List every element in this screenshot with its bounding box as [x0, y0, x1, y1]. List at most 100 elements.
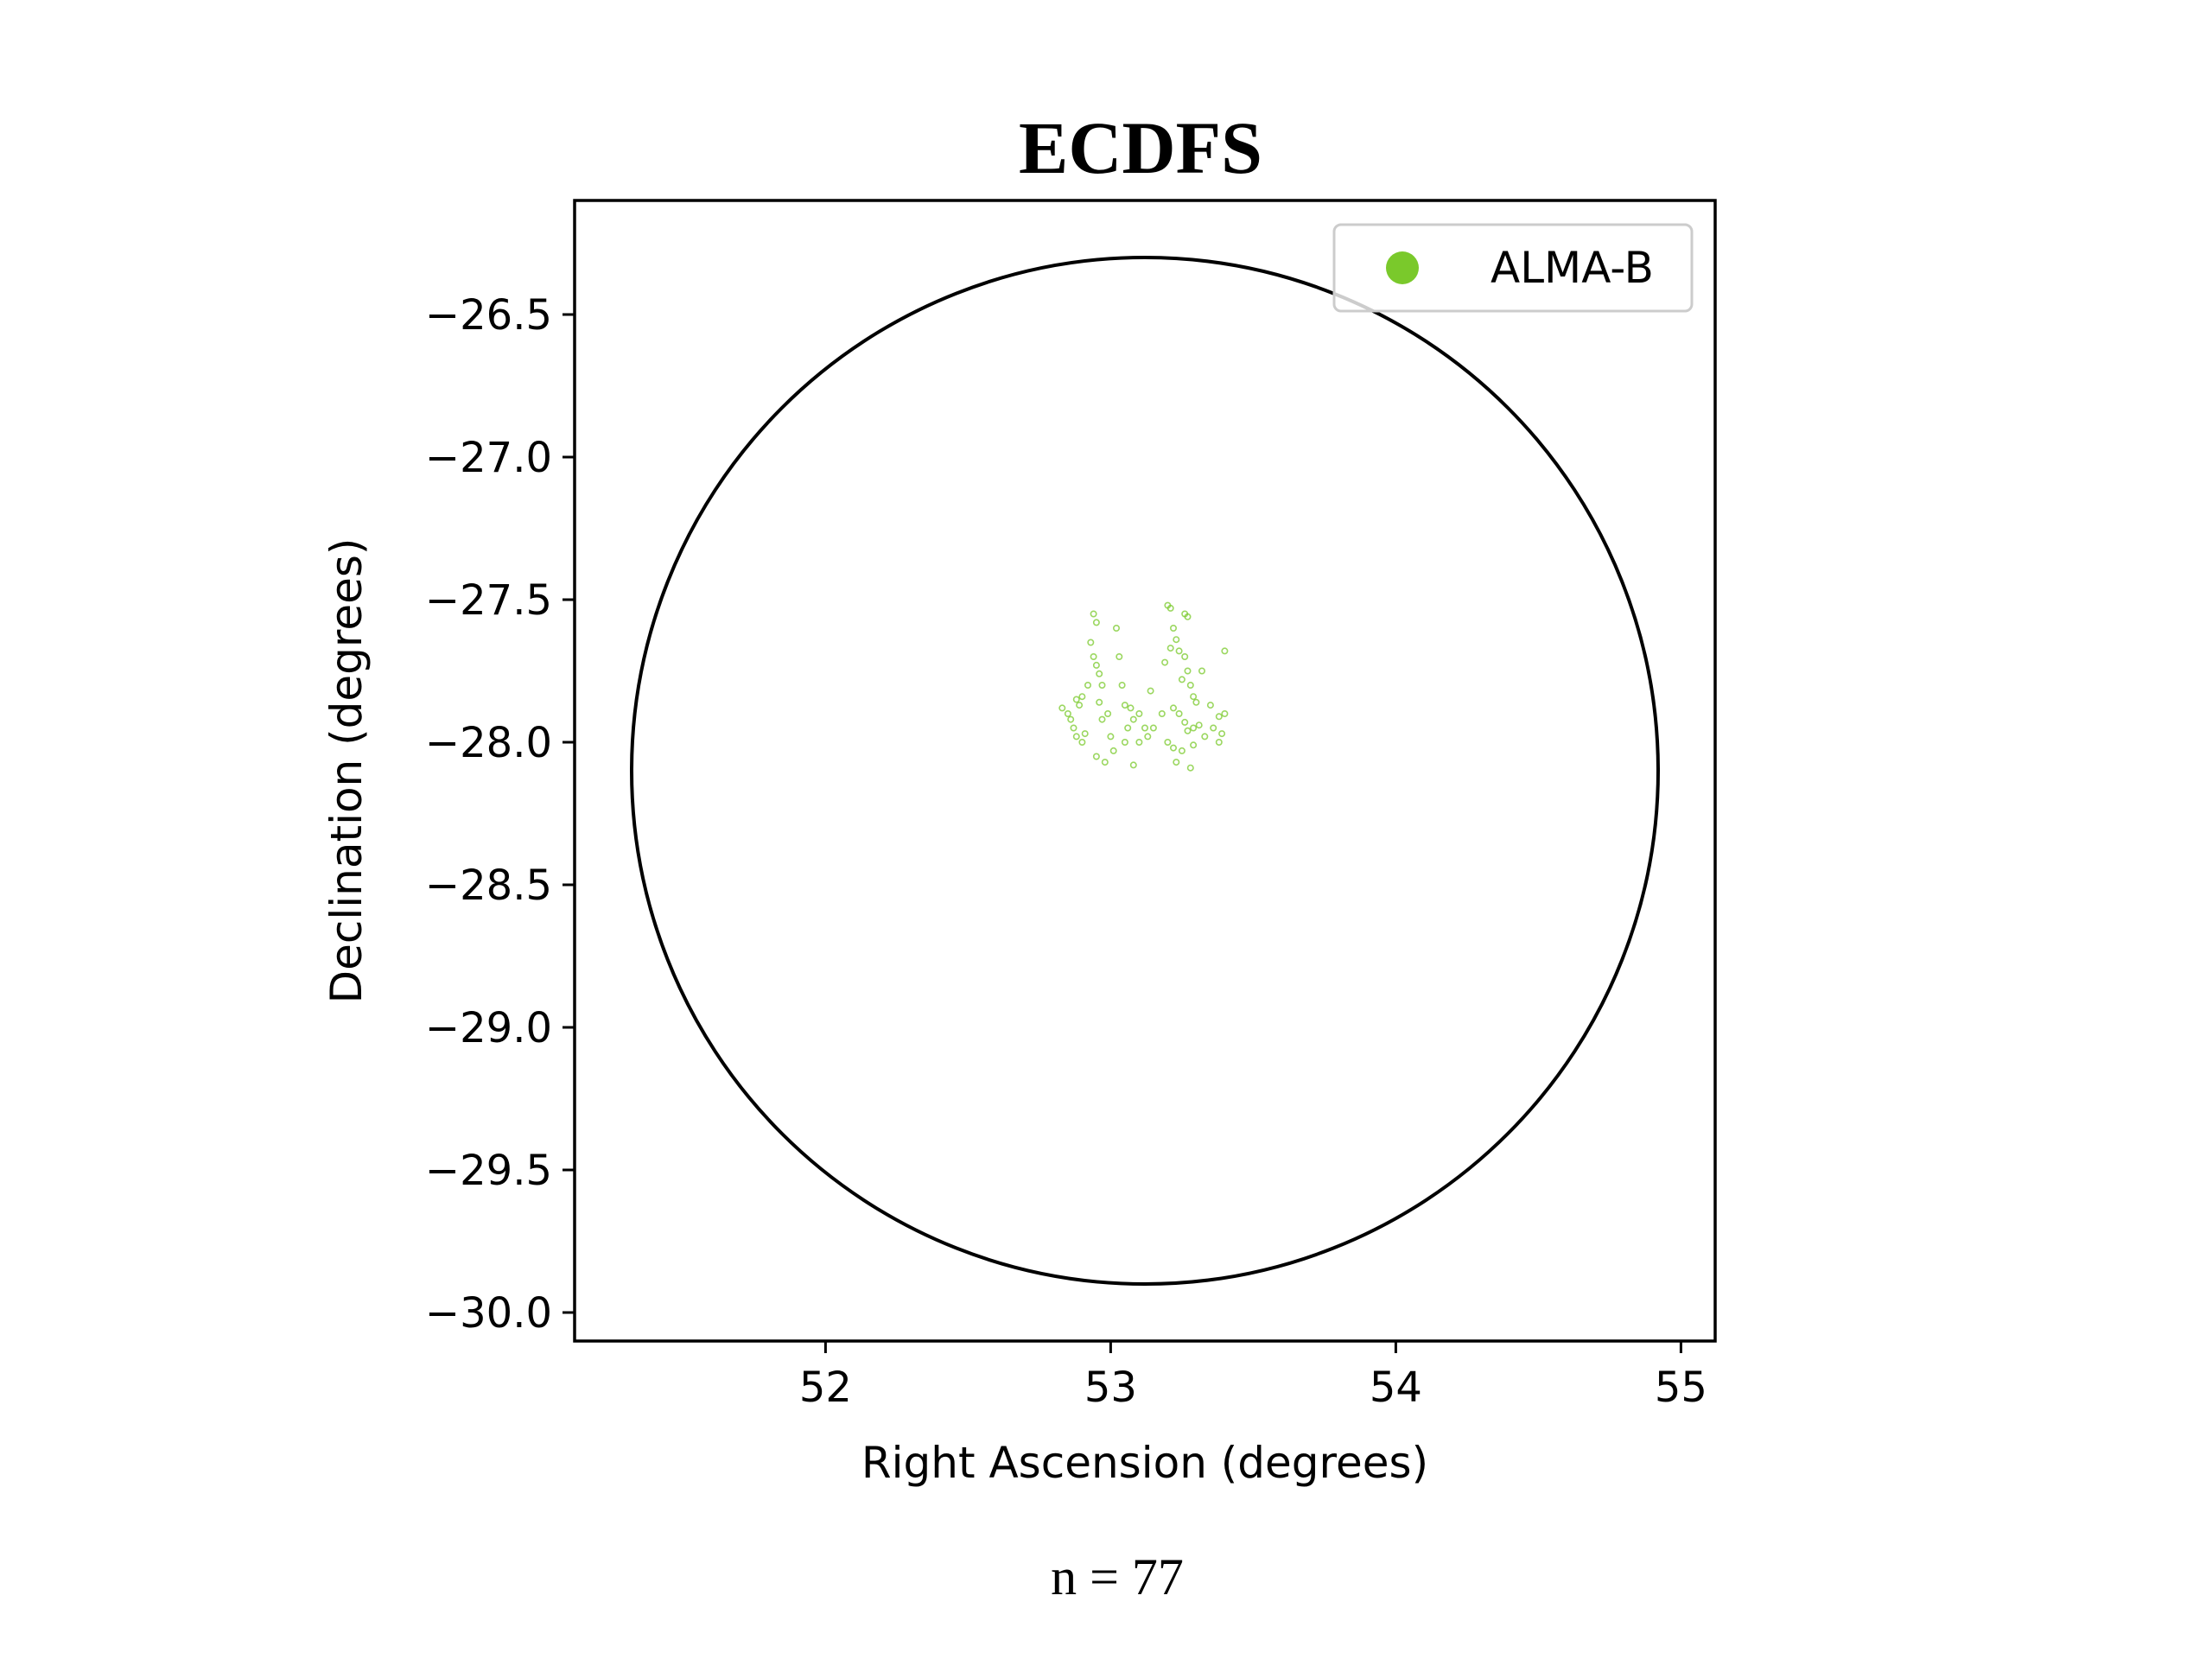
y-tick-label: −27.0 [425, 434, 552, 482]
data-point [1175, 709, 1183, 717]
data-point [1129, 761, 1137, 769]
data-point [1076, 702, 1084, 709]
data-points [1058, 601, 1229, 772]
legend-marker-alma-b [1386, 251, 1419, 284]
data-point [1113, 624, 1121, 632]
data-point [1058, 704, 1066, 712]
data-point [1144, 733, 1152, 741]
data-point [1064, 709, 1071, 717]
data-point [1147, 687, 1154, 695]
data-point [1078, 693, 1086, 701]
data-point [1170, 704, 1178, 712]
legend-label-alma-b: ALMA-B [1491, 243, 1654, 293]
data-point [1170, 624, 1178, 632]
data-point [1081, 730, 1089, 738]
y-tick-label: −27.5 [425, 576, 552, 625]
data-point [1173, 759, 1180, 766]
data-point [1184, 727, 1192, 734]
data-point [1107, 733, 1115, 741]
data-point [1186, 764, 1194, 772]
data-point [1121, 738, 1128, 746]
data-point [1173, 636, 1180, 644]
data-point [1190, 741, 1198, 749]
data-point [1092, 661, 1100, 669]
data-point [1096, 698, 1103, 706]
data-point [1164, 738, 1172, 746]
data-point [1078, 738, 1086, 746]
data-point [1127, 704, 1135, 712]
data-point [1124, 724, 1132, 732]
data-point [1116, 652, 1123, 660]
data-point [1141, 724, 1149, 732]
data-point [1158, 709, 1166, 717]
data-point [1101, 759, 1109, 766]
data-point [1092, 753, 1100, 760]
y-tick-label: −28.5 [425, 861, 552, 910]
data-point [1178, 676, 1185, 683]
data-point [1206, 702, 1214, 709]
data-point [1201, 733, 1209, 741]
data-point [1218, 730, 1226, 738]
legend: ALMA-B [1332, 223, 1694, 313]
data-point [1166, 645, 1174, 652]
data-point [1109, 747, 1117, 754]
y-tick-label: −26.5 [425, 291, 552, 340]
data-point [1215, 738, 1223, 746]
x-tick-label: 53 [1084, 1363, 1137, 1412]
data-point [1135, 709, 1143, 717]
data-point [1104, 709, 1112, 717]
data-point [1198, 667, 1206, 675]
x-tick-label: 54 [1370, 1363, 1422, 1412]
x-axis-label: Right Ascension (degrees) [861, 1438, 1428, 1488]
data-point [1190, 693, 1198, 701]
data-point [1090, 610, 1097, 618]
x-tick-label: 55 [1655, 1363, 1707, 1412]
y-tick-label: −29.0 [425, 1004, 552, 1052]
sample-size-note: n = 77 [1051, 1548, 1184, 1605]
y-tick-label: −29.5 [425, 1147, 552, 1195]
data-point [1170, 744, 1178, 752]
y-axis-label: Declination (degrees) [321, 538, 372, 1004]
data-point [1135, 738, 1143, 746]
data-point [1166, 604, 1174, 612]
legend-box [1332, 223, 1694, 313]
data-point [1118, 681, 1126, 689]
data-point [1178, 747, 1185, 754]
data-point [1184, 667, 1192, 675]
data-point [1184, 613, 1192, 620]
data-point [1098, 681, 1106, 689]
field-boundary-circle [630, 256, 1660, 1286]
y-axis: −26.5 −27.0 −27.5 −28.0 −28.5 −29.0 −29.5 −30.0 [425, 291, 575, 1338]
data-point [1221, 647, 1229, 655]
data-point [1192, 698, 1200, 706]
data-point [1175, 647, 1183, 655]
data-point [1210, 724, 1217, 732]
data-point [1067, 715, 1075, 723]
y-tick-label: −30.0 [425, 1289, 552, 1338]
y-tick-label: −28.0 [425, 719, 552, 767]
data-point [1090, 652, 1097, 660]
data-point [1087, 639, 1095, 646]
plot-area [573, 199, 1717, 1343]
data-point [1098, 715, 1106, 723]
x-tick-label: 52 [799, 1363, 852, 1412]
data-point [1070, 724, 1077, 732]
data-point [1181, 718, 1189, 726]
data-point [1072, 696, 1080, 703]
data-point [1084, 681, 1092, 689]
data-point [1186, 681, 1194, 689]
data-point [1221, 709, 1229, 717]
data-point [1215, 713, 1223, 721]
data-point [1195, 721, 1203, 729]
data-point [1072, 733, 1080, 741]
chart-title: ECDFS [1019, 106, 1262, 189]
data-point [1121, 702, 1128, 709]
data-point [1181, 652, 1189, 660]
data-point [1161, 658, 1169, 666]
x-axis: 52 53 54 55 [799, 1341, 1707, 1412]
data-point [1092, 619, 1100, 626]
data-point [1096, 670, 1103, 677]
plot-frame [573, 199, 1717, 1343]
data-point [1149, 724, 1157, 732]
